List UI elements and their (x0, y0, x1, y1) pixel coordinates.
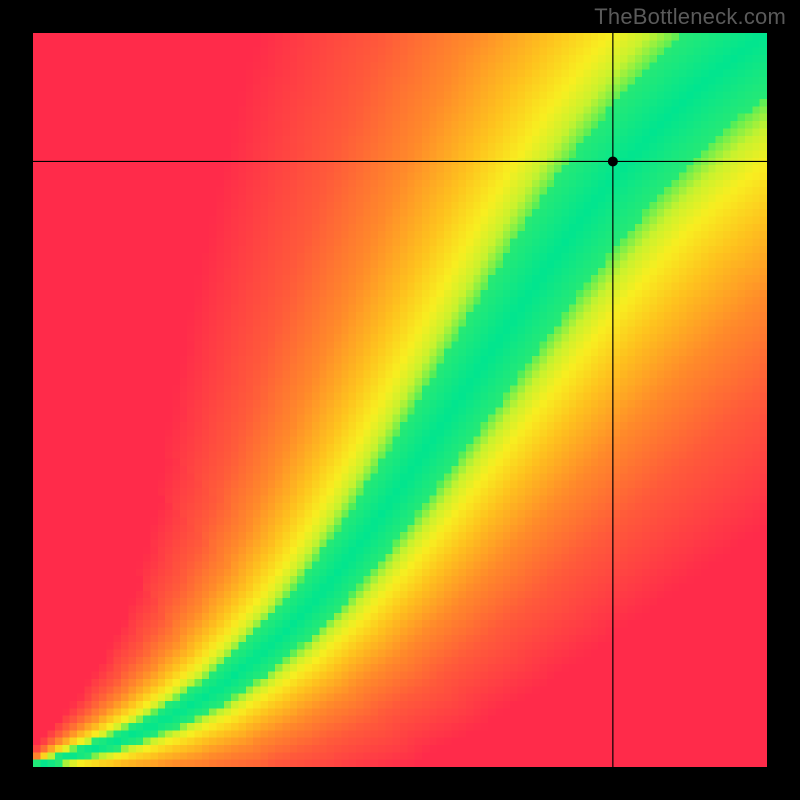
figure-container: TheBottleneck.com (0, 0, 800, 800)
bottleneck-heatmap (33, 33, 767, 767)
watermark-text: TheBottleneck.com (594, 4, 786, 30)
